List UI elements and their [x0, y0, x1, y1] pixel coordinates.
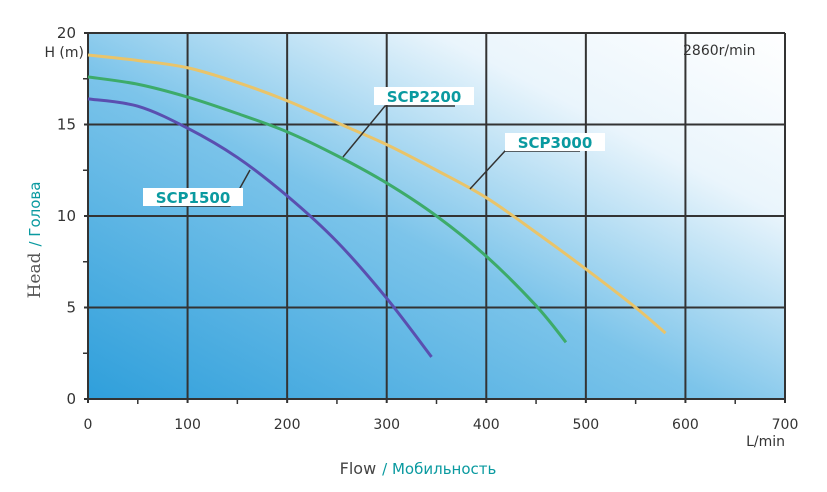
- series-label-box: [143, 188, 243, 206]
- series-label: SCP2200: [387, 88, 462, 106]
- series-label-box: [505, 133, 605, 151]
- y-tick-label: 10: [57, 207, 76, 225]
- x-label-en: Flow: [340, 459, 377, 478]
- curve-scp2200: [87, 75, 568, 344]
- x-tick-label: 300: [373, 417, 400, 433]
- y-tick-label: 0: [66, 390, 76, 408]
- y-unit: H (m): [44, 45, 84, 61]
- curve-scp3000: [87, 53, 667, 335]
- y-tick-label: 5: [66, 299, 76, 317]
- x-tick-label: 600: [672, 417, 699, 433]
- x-axis-label: Flow / Мобильность: [340, 459, 497, 478]
- y-axis-label: Head / Голова: [25, 182, 45, 299]
- curve-scp1500: [87, 97, 433, 358]
- series-label: SCP3000: [518, 134, 593, 152]
- series-label: SCP1500: [156, 189, 231, 207]
- rpm-annotation: 2860r/min: [683, 43, 756, 59]
- x-tick-label: 700: [772, 417, 799, 433]
- y-label-en: Head: [25, 252, 45, 298]
- y-label-ru: / Голова: [26, 182, 44, 247]
- series-label-box: [374, 87, 474, 105]
- leader-line: [342, 105, 455, 158]
- x-label-ru: / Мобильность: [382, 460, 496, 478]
- y-tick-label: 20: [57, 24, 76, 42]
- x-unit: L/min: [746, 434, 785, 450]
- x-tick-label: 100: [174, 417, 201, 433]
- x-tick-label: 400: [473, 417, 500, 433]
- x-tick-label: 200: [274, 417, 301, 433]
- x-tick-label: 0: [84, 417, 93, 433]
- x-tick-label: 500: [572, 417, 599, 433]
- y-tick-label: 15: [57, 116, 76, 134]
